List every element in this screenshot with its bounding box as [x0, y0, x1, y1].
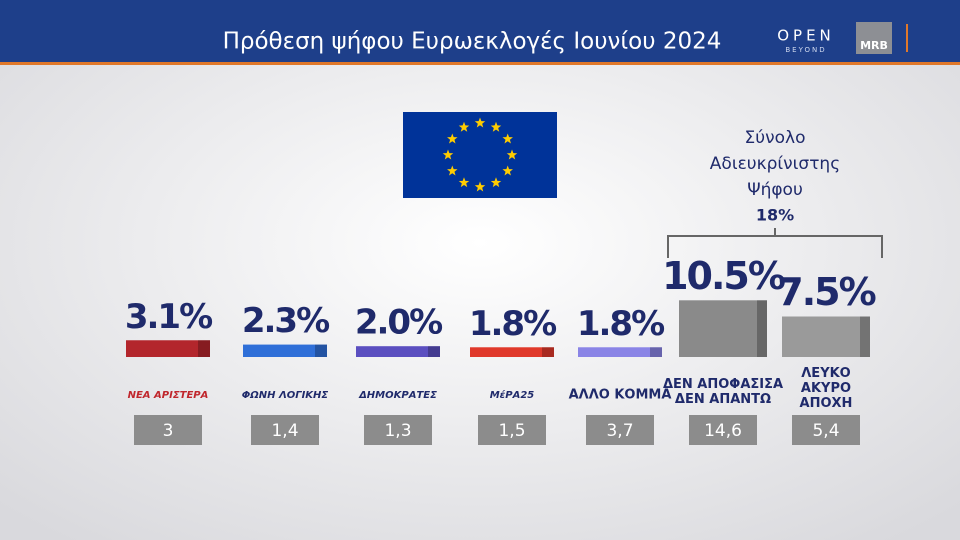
- bar-side: [757, 300, 767, 357]
- value-label: 2.3%: [242, 301, 329, 341]
- value-label: 1.8%: [469, 304, 556, 344]
- previous-box: [134, 415, 202, 445]
- previous-box: [689, 415, 757, 445]
- bar-side: [315, 344, 327, 357]
- eu-star: [458, 177, 470, 188]
- previous-box: [586, 415, 654, 445]
- eu-star: [506, 149, 518, 160]
- bar: [356, 346, 440, 357]
- eu-star: [502, 133, 513, 144]
- category-label: ΦΩΝΗ ΛΟΓΙΚΗΣ: [242, 390, 329, 401]
- eu-star: [490, 177, 502, 188]
- divider: [906, 24, 908, 52]
- eu-star: [447, 165, 458, 176]
- header-line: [0, 62, 960, 65]
- bar-side: [860, 316, 870, 357]
- partner-logo: [856, 22, 892, 54]
- bar: [782, 316, 870, 357]
- eu-star: [502, 165, 513, 176]
- bar-side: [542, 347, 554, 357]
- brand-name: OPEN: [777, 27, 835, 45]
- group-label: Σύνολο Αδιευκρίνιστης Ψήφου: [710, 128, 840, 200]
- value-label: 3.1%: [125, 297, 212, 337]
- category-label: ΝΕΑ ΑΡΙΣΤΕΡΑ: [128, 390, 209, 401]
- category-label: ΛΕΥΚΟ ΑΚΥΡΟ ΑΠΟΧΗ: [800, 366, 853, 411]
- bar: [578, 347, 662, 357]
- eu-star: [474, 181, 486, 192]
- category-label: ΔΕΝ ΑΠΟΦΑΣΙΣΑ ΔΕΝ ΑΠΑΝΤΩ: [663, 377, 783, 407]
- eu-star: [490, 121, 502, 132]
- group-label-text: Σύνολο Αδιευκρίνιστης Ψήφου: [710, 128, 840, 200]
- eu-star: [447, 133, 458, 144]
- bar: [470, 347, 554, 357]
- group-value: 18%: [756, 206, 794, 225]
- previous-label: 1,5: [498, 421, 525, 441]
- bar-side: [650, 347, 662, 357]
- eu-star: [474, 117, 486, 128]
- bar: [126, 340, 210, 357]
- eu-star: [458, 121, 470, 132]
- group-bracket: [667, 228, 883, 258]
- header-bar: [0, 0, 960, 62]
- previous-box: [251, 415, 319, 445]
- partner-name: MRB: [860, 39, 888, 52]
- previous-box: [478, 415, 546, 445]
- category-label: ΔΗΜΟΚΡΑΤΕΣ: [358, 390, 437, 401]
- category-label: ΜέΡΑ25: [490, 389, 535, 401]
- bar: [243, 344, 327, 357]
- previous-label: 14,6: [704, 421, 742, 441]
- previous-label: 1,3: [384, 421, 411, 441]
- previous-box: [364, 415, 432, 445]
- previous-label: 1,4: [271, 421, 298, 441]
- bar-side: [428, 346, 440, 357]
- previous-label: 3: [163, 421, 174, 441]
- bar-side: [198, 340, 210, 357]
- brand-tagline: BEYOND: [785, 46, 826, 54]
- category-label: ΑΛΛΟ ΚΟΜΜΑ: [569, 388, 672, 403]
- value-label: 1.8%: [577, 304, 664, 344]
- value-label: 10.5%: [662, 254, 785, 298]
- previous-label: 5,4: [812, 421, 839, 441]
- eu-stars: [442, 117, 518, 192]
- chart-title: Πρόθεση ψήφου Ευρωεκλογές Ιουνίου 2024: [223, 29, 722, 55]
- eu-star: [442, 149, 454, 160]
- previous-box: [792, 415, 860, 445]
- bar: [679, 300, 767, 357]
- previous-label: 3,7: [606, 421, 633, 441]
- value-label: 2.0%: [355, 303, 442, 343]
- value-label: 7.5%: [777, 270, 875, 314]
